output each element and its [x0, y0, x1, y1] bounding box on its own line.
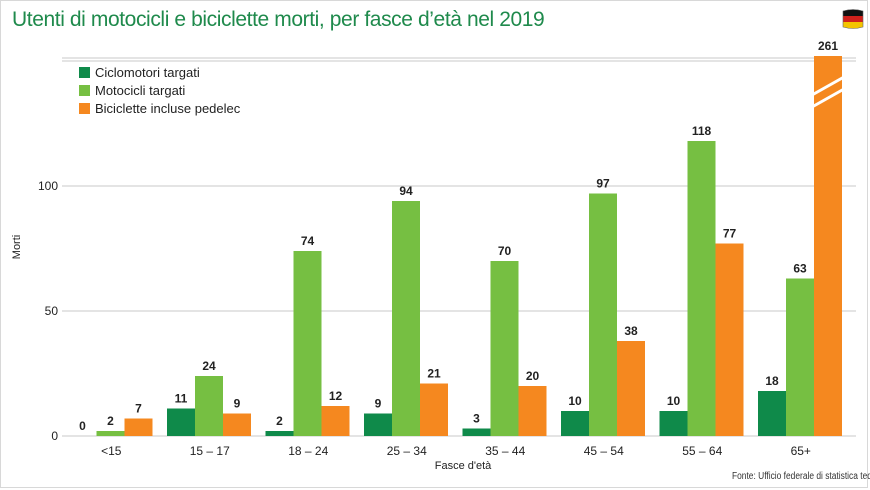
y-tick-label: 100	[38, 179, 58, 193]
data-label: 12	[329, 389, 343, 403]
data-label: 261	[818, 39, 838, 53]
bar-ciclomotori	[167, 408, 195, 436]
bar-ciclomotori	[462, 428, 491, 436]
data-label: 0	[79, 419, 86, 433]
data-label: 21	[427, 367, 441, 381]
data-label: 74	[301, 234, 315, 248]
bar-motocicli	[490, 261, 519, 436]
legend-entry: Biciclette incluse pedelec	[95, 101, 241, 116]
data-label: 7	[135, 402, 142, 416]
bar-biciclette	[223, 413, 251, 436]
data-label: 10	[667, 394, 681, 408]
bar-ciclomotori	[364, 413, 392, 436]
x-tick-label: 35 – 44	[485, 444, 525, 458]
bar-motocicli	[392, 201, 420, 436]
bar-biciclette	[715, 243, 744, 436]
data-label: 9	[234, 397, 241, 411]
bar-ciclomotori	[758, 391, 786, 436]
source-note: Fonte: Ufficio federale di statistica te…	[732, 471, 870, 482]
y-tick-label: 0	[51, 429, 58, 443]
data-label: 77	[723, 227, 737, 241]
data-label: 11	[175, 392, 188, 406]
x-tick-label: <15	[101, 444, 122, 458]
x-tick-label: 45 – 54	[584, 444, 624, 458]
data-label: 18	[765, 374, 779, 388]
bar-motocicli	[687, 141, 716, 436]
data-label: 2	[276, 414, 283, 428]
data-label: 38	[624, 324, 638, 338]
bar-motocicli	[195, 376, 223, 436]
data-label: 2	[107, 414, 114, 428]
legend-swatch	[79, 103, 90, 114]
axis-break-mark	[811, 87, 845, 109]
bar-biciclette	[814, 56, 842, 436]
chart-title: Utenti di motocicli e biciclette morti, …	[12, 8, 545, 31]
legend-swatch	[79, 85, 90, 96]
bar-ciclomotori	[561, 411, 589, 436]
bar-ciclomotori	[659, 411, 688, 436]
bar-biciclette	[321, 406, 350, 436]
y-tick-label: 50	[45, 304, 59, 318]
data-label: 20	[526, 369, 540, 383]
legend-swatch	[79, 67, 90, 78]
x-tick-label: 55 – 64	[682, 444, 722, 458]
bar-biciclette	[518, 386, 547, 436]
y-axis-title: Morti	[11, 235, 23, 259]
x-tick-label: 15 – 17	[190, 444, 230, 458]
axis-break-mark	[811, 75, 845, 97]
data-label: 10	[568, 394, 582, 408]
data-label: 3	[473, 412, 480, 426]
data-label: 70	[498, 244, 512, 258]
data-label: 94	[399, 184, 413, 198]
data-label: 118	[692, 124, 712, 138]
bar-biciclette	[420, 383, 448, 436]
legend-entry: Motocicli targati	[95, 83, 185, 98]
germany-flag-icon	[842, 9, 864, 29]
data-label: 63	[793, 262, 807, 276]
x-axis-title: Fasce d'età	[435, 460, 492, 472]
x-tick-label: 65+	[791, 444, 811, 458]
data-label: 97	[596, 177, 610, 191]
data-label: 9	[375, 397, 382, 411]
bar-motocicli	[589, 193, 617, 436]
bar-biciclette	[617, 341, 645, 436]
bar-ciclomotori	[265, 431, 294, 436]
bar-motocicli	[96, 431, 125, 436]
legend-entry: Ciclomotori targati	[95, 65, 200, 80]
bar-motocicli	[786, 278, 814, 436]
x-tick-label: 25 – 34	[387, 444, 427, 458]
bar-biciclette	[124, 418, 153, 436]
bar-motocicli	[293, 251, 322, 436]
data-label: 24	[202, 359, 216, 373]
x-tick-label: 18 – 24	[288, 444, 328, 458]
